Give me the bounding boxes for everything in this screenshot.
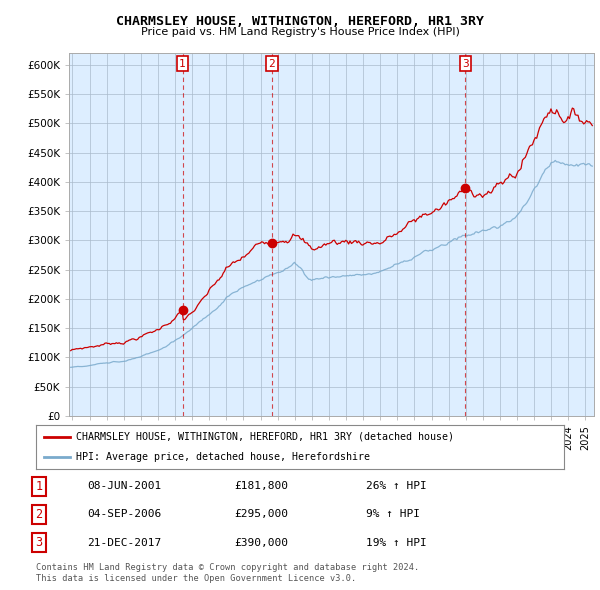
Text: 2: 2 [35,508,43,521]
Text: 1: 1 [179,58,186,68]
Text: 08-JUN-2001: 08-JUN-2001 [87,481,161,491]
Text: 9% ↑ HPI: 9% ↑ HPI [366,510,420,519]
Text: 1: 1 [35,480,43,493]
Text: Contains HM Land Registry data © Crown copyright and database right 2024.: Contains HM Land Registry data © Crown c… [36,563,419,572]
Text: 19% ↑ HPI: 19% ↑ HPI [366,538,427,548]
Text: CHARMSLEY HOUSE, WITHINGTON, HEREFORD, HR1 3RY (detached house): CHARMSLEY HOUSE, WITHINGTON, HEREFORD, H… [76,432,454,442]
Text: 04-SEP-2006: 04-SEP-2006 [87,510,161,519]
Text: 2: 2 [269,58,275,68]
Text: Price paid vs. HM Land Registry's House Price Index (HPI): Price paid vs. HM Land Registry's House … [140,27,460,37]
Text: 3: 3 [35,536,43,549]
Text: £295,000: £295,000 [234,510,288,519]
Text: £390,000: £390,000 [234,538,288,548]
Text: CHARMSLEY HOUSE, WITHINGTON, HEREFORD, HR1 3RY: CHARMSLEY HOUSE, WITHINGTON, HEREFORD, H… [116,15,484,28]
Text: £181,800: £181,800 [234,481,288,491]
Text: 3: 3 [462,58,469,68]
Text: 21-DEC-2017: 21-DEC-2017 [87,538,161,548]
Text: HPI: Average price, detached house, Herefordshire: HPI: Average price, detached house, Here… [76,452,370,462]
Text: 26% ↑ HPI: 26% ↑ HPI [366,481,427,491]
Text: This data is licensed under the Open Government Licence v3.0.: This data is licensed under the Open Gov… [36,574,356,583]
